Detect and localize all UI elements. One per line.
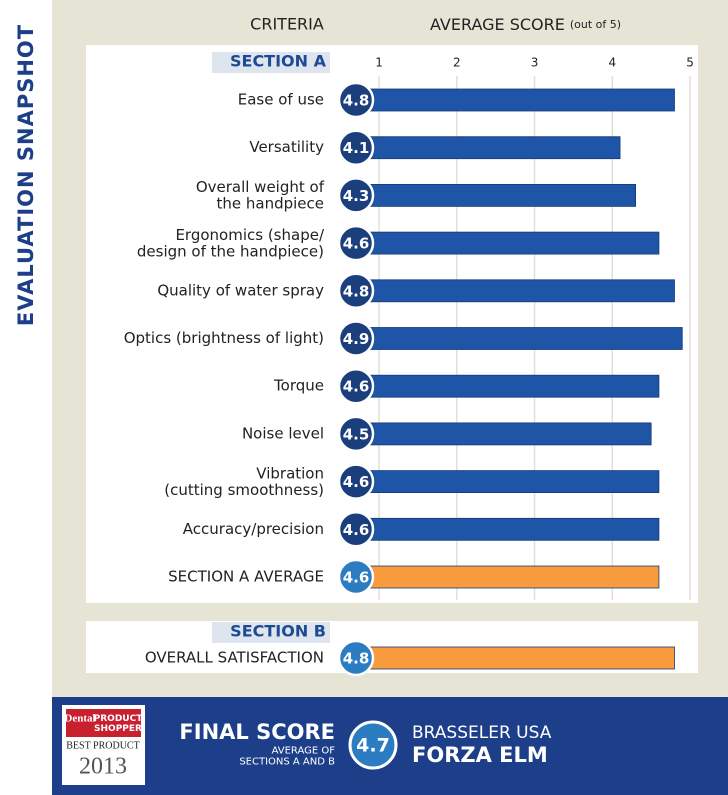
score-label: 4.8 [343, 92, 370, 110]
category-label: SECTION A AVERAGE [168, 568, 324, 586]
logo-year: 2013 [79, 754, 127, 780]
text-line: (cutting smoothness) [164, 480, 324, 498]
logo-award: BEST PRODUCT [66, 740, 139, 751]
text-line: SECTIONS A AND B [239, 757, 335, 768]
section-label-bg [212, 52, 330, 73]
bar [363, 565, 660, 589]
score-label: 4.6 [343, 569, 370, 587]
bar [363, 470, 660, 494]
category-label: Ease of use [238, 91, 324, 109]
bar [363, 183, 637, 207]
score-label: 4.6 [343, 521, 370, 539]
category-label: Torque [273, 377, 324, 395]
logo-brand: Dental [64, 713, 95, 725]
final-brand: BRASSELER USA [412, 723, 552, 743]
bar [363, 646, 675, 670]
score-label: 4.6 [343, 473, 370, 491]
score-label: 4.6 [343, 235, 370, 253]
section-label: SECTION B [230, 622, 326, 641]
final-subtitle: AVERAGE OF SECTIONS A AND B [239, 746, 335, 768]
bar [363, 231, 660, 255]
side-title: EVALUATION SNAPSHOT [14, 24, 38, 326]
x-tick-label: 3 [531, 56, 539, 70]
text-line: SHOPPER [94, 723, 142, 733]
score-label: 4.3 [343, 187, 370, 205]
score-circle [337, 367, 375, 405]
category-label: Versatility [249, 138, 324, 156]
text-line: Overall weight of [196, 178, 325, 196]
score-label: 4.8 [343, 650, 370, 668]
category-label: Optics (brightness of light) [124, 329, 324, 347]
axis-label-main: AVERAGE SCORE [430, 15, 565, 34]
score-circle [337, 129, 375, 166]
bar [363, 374, 660, 398]
score-circle [337, 415, 375, 453]
text-line: AVERAGE OF [272, 746, 336, 757]
bar [363, 136, 621, 160]
score-circle [337, 224, 375, 262]
category-label: Vibration (cutting smoothness) [164, 464, 324, 499]
final-score: 4.7 [356, 735, 390, 757]
section-label: SECTION A [230, 52, 327, 71]
x-tick-label: 2 [453, 56, 461, 70]
score-label: 4.6 [343, 378, 370, 396]
category-label: Noise level [242, 424, 324, 442]
score-circle [337, 511, 375, 548]
axis-label-note: (out of 5) [570, 18, 621, 31]
section-label-bg [212, 622, 330, 643]
text-line: Ergonomics (shape/ [175, 225, 324, 243]
score-circle [337, 177, 375, 214]
category-label: Quality of water spray [157, 281, 324, 299]
bar [363, 422, 652, 446]
score-label: 4.1 [343, 139, 370, 157]
logo-name: PRODUCT SHOPPER [94, 714, 144, 734]
bar [363, 327, 683, 350]
text-line: the handpiece [216, 194, 324, 212]
score-label: 4.9 [343, 330, 370, 348]
final-score-circle [348, 720, 398, 770]
score-circle [337, 81, 375, 119]
score-circle [337, 558, 375, 596]
bar [363, 88, 675, 112]
score-circle [337, 639, 375, 677]
score-circle [337, 272, 375, 310]
x-tick-label: 1 [375, 56, 383, 70]
score-label: 4.8 [343, 282, 370, 300]
axis-label: AVERAGE SCORE (out of 5) [430, 15, 621, 34]
final-product: FORZA ELM [412, 743, 548, 767]
category-label: Overall weight of the handpiece [196, 178, 325, 213]
category-label: Ergonomics (shape/design of the handpiec… [137, 225, 325, 260]
bar [363, 517, 660, 541]
category-label: Accuracy/precision [183, 520, 324, 538]
score-circle [337, 463, 375, 500]
text-line: Vibration [256, 464, 324, 482]
score-circle [337, 320, 375, 357]
bar [363, 279, 675, 303]
category-label: OVERALL SATISFACTION [145, 649, 324, 667]
final-title: FINAL SCORE [179, 720, 335, 744]
category-header: CRITERIA [250, 15, 324, 34]
x-tick-label: 5 [686, 56, 694, 70]
text-line: design of the handpiece) [137, 242, 324, 260]
score-label: 4.5 [343, 425, 370, 443]
plot: 1 2 3 4 5 SECTION A Ease of use 4.8 Versatility 4… [124, 52, 694, 677]
text-line: PRODUCT [94, 714, 144, 724]
logo-banner [66, 709, 141, 737]
x-tick-label: 4 [608, 56, 616, 70]
